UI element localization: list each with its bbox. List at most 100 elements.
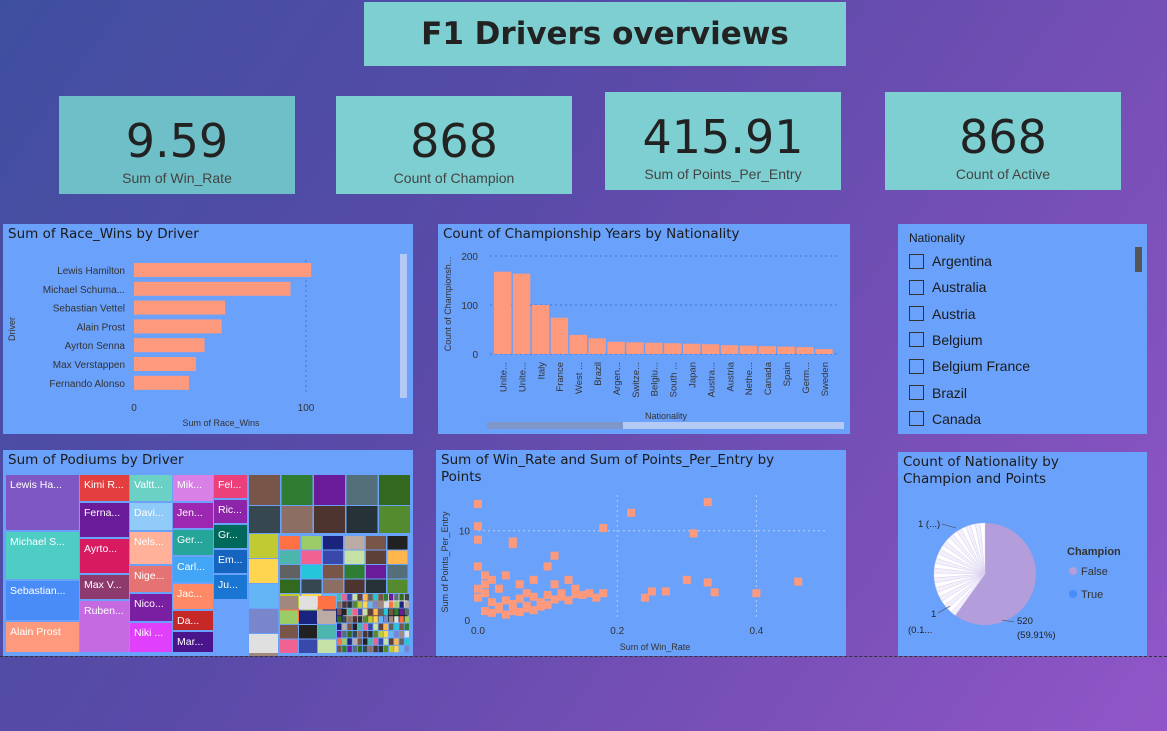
- treemap-tile: [347, 645, 352, 653]
- treemap-tile: [383, 631, 389, 638]
- treemap-tile: [173, 557, 213, 582]
- treemap-label: Ayrto...: [84, 543, 117, 555]
- treemap-tile: [368, 594, 373, 601]
- treemap-tile: [280, 639, 298, 653]
- treemap-tile: [373, 616, 378, 623]
- treemap-tile: [379, 506, 410, 533]
- slicer-item[interactable]: Australia: [909, 277, 986, 297]
- treemap-tile: [299, 596, 317, 610]
- treemap-tile: [347, 601, 352, 608]
- scatter-point: [648, 587, 656, 596]
- nationality-pie-chart: 1 (...) 1 (0.1... 520 (59.91%) Champion False T…: [908, 519, 1121, 641]
- checkbox[interactable]: [909, 411, 924, 427]
- treemap-tile: [281, 506, 313, 533]
- checkbox[interactable]: [909, 279, 924, 295]
- treemap-tile: [394, 638, 399, 645]
- scatter-point: [543, 600, 552, 609]
- treemap-tile: [249, 559, 278, 583]
- treemap-label: Alain Prost: [10, 626, 61, 638]
- treemap-tile: [368, 608, 373, 616]
- treemap-tile: [344, 550, 365, 564]
- bar: [569, 334, 587, 354]
- scatter-point: [536, 598, 545, 607]
- scatter-point: [641, 593, 650, 602]
- treemap-tile: [394, 645, 399, 653]
- treemap-tile: [363, 601, 368, 608]
- race-wins-chart: Lewis Hamilton Michael Schuma... Sebastian…: [7, 254, 407, 428]
- treemap-tile: [363, 623, 368, 630]
- treemap-tile: [342, 638, 347, 645]
- kpi-card-active[interactable]: 868 Count of Active: [885, 92, 1121, 190]
- treemap-tile: [389, 594, 394, 601]
- checkbox[interactable]: [909, 358, 924, 374]
- scatter-point: [571, 590, 580, 599]
- treemap-label: Michael S...: [10, 536, 65, 548]
- kpi-card-points-per-entry[interactable]: 415.91 Sum of Points_Per_Entry: [605, 92, 841, 190]
- treemap-label: Mar...: [177, 636, 203, 648]
- race-wins-panel[interactable]: Sum of Race_Wins by Driver Lewis Hamilto…: [3, 224, 413, 434]
- checkbox[interactable]: [909, 306, 924, 322]
- winrate-points-panel[interactable]: Sum of Win_Rate and Sum of Points_Per_En…: [436, 450, 846, 656]
- treemap-tile: [347, 616, 352, 623]
- treemap-label: Niki ...: [134, 627, 163, 639]
- podiums-panel[interactable]: Sum of Podiums by Driver Lewis Ha... Mich…: [3, 450, 413, 656]
- treemap-tile: [404, 601, 409, 608]
- scatter-point: [474, 535, 482, 544]
- tick-label: South ...: [669, 362, 680, 397]
- treemap-label: Ferna...: [84, 507, 120, 519]
- treemap-tile: [337, 594, 342, 601]
- scatter-point: [592, 593, 601, 602]
- slicer-scrollbar[interactable]: [1135, 247, 1142, 272]
- treemap-label: Jac...: [177, 588, 202, 600]
- treemap-tile: [383, 594, 389, 601]
- treemap-tile: [373, 638, 378, 645]
- slicer-item[interactable]: Argentina: [909, 251, 992, 271]
- checkbox[interactable]: [909, 332, 924, 348]
- treemap-tile: [389, 601, 394, 608]
- tick-label: Michael Schuma...: [43, 285, 125, 296]
- checkbox[interactable]: [909, 253, 924, 269]
- slicer-item[interactable]: Canada: [909, 409, 981, 429]
- legend-marker: [1069, 567, 1077, 575]
- treemap-tile: [173, 584, 213, 609]
- bar: [134, 263, 312, 277]
- bar: [720, 345, 739, 354]
- treemap-tile: [383, 645, 389, 653]
- treemap-tile: [214, 500, 247, 523]
- treemap-tile: [6, 532, 79, 579]
- treemap-tile: [379, 475, 410, 505]
- scatter-point: [550, 595, 559, 604]
- scatter-point: [480, 580, 489, 589]
- treemap-tile: [280, 565, 300, 579]
- treemap-tile: [404, 638, 409, 645]
- bar: [588, 338, 606, 354]
- slicer-item-label: Belgium France: [932, 358, 1031, 375]
- nationality-pie-panel[interactable]: Count of Nationality by Champion and Poin…: [898, 452, 1147, 656]
- treemap-tile: [347, 594, 352, 601]
- treemap-tile: [387, 579, 408, 593]
- treemap-tile: [130, 503, 172, 530]
- checkbox[interactable]: [909, 385, 924, 400]
- kpi-label: Sum of Points_Per_Entry: [644, 166, 802, 182]
- treemap-label: Fel...: [218, 479, 241, 491]
- treemap-tile: [387, 550, 408, 564]
- kpi-card-win-rate[interactable]: 9.59 Sum of Win_Rate: [59, 96, 295, 194]
- championship-years-panel[interactable]: Count of Championship Years by Nationali…: [438, 224, 850, 434]
- scatter-point: [794, 577, 803, 586]
- nationality-pie-title: Count of Nationality by Champion and Poin…: [903, 454, 1059, 487]
- kpi-card-champion[interactable]: 868 Count of Champion: [336, 96, 572, 194]
- slicer-item[interactable]: Belgium: [909, 330, 983, 350]
- treemap-tile: [130, 532, 172, 564]
- treemap-tile: [130, 594, 172, 621]
- treemap-label: Sebastian...: [10, 585, 65, 597]
- scatter-point: [474, 562, 482, 571]
- slicer-item[interactable]: Belgium France: [909, 356, 1030, 376]
- treemap-tile: [173, 611, 213, 630]
- treemap-tile: [404, 645, 409, 653]
- slicer-item[interactable]: Austria: [909, 304, 976, 324]
- nationality-slicer[interactable]: Nationality Argentina Australia Austria Bel…: [898, 224, 1147, 434]
- scatter-point: [515, 580, 524, 589]
- data-label: 520: [1017, 616, 1033, 627]
- slicer-item-label: Australia: [932, 279, 987, 296]
- slicer-item[interactable]: Brazil: [909, 383, 967, 403]
